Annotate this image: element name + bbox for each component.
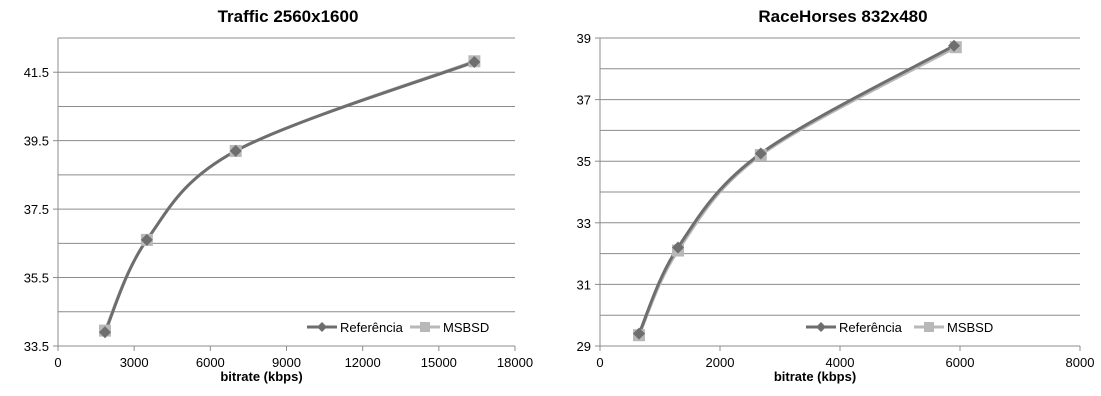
legend-marker-referencia — [317, 322, 327, 332]
data-point-referencia — [468, 55, 481, 68]
racehorses-chart-panel: RaceHorses 832x480 29 31 33 35 37 39 0 2000 4000 6… — [546, 0, 1101, 396]
y-tick-label: 29 — [577, 339, 591, 354]
x-tick-label: 18000 — [497, 355, 533, 370]
x-tick-label: 9000 — [272, 355, 301, 370]
traffic-chart: Traffic 2560x1600 33.5 35.5 37.5 39.5 41.5 0 30… — [24, 7, 533, 384]
y-tick-label: 37 — [577, 93, 591, 108]
data-point-referencia — [229, 144, 242, 157]
x-axis-title: bitrate (kbps) — [220, 369, 302, 384]
data-point-referencia — [633, 327, 645, 340]
y-tick-label: 35 — [577, 154, 591, 169]
y-tick-label: 39.5 — [24, 134, 49, 149]
y-tick-label: 37.5 — [24, 202, 49, 217]
racehorses-chart: RaceHorses 832x480 29 31 33 35 37 39 0 2000 4000 6… — [577, 7, 1095, 384]
series-line-msbsd — [637, 45, 957, 336]
legend-label-msbsd: MSBSD — [947, 320, 993, 335]
y-tick-label: 39 — [577, 31, 591, 46]
x-tick-label: 0 — [596, 355, 603, 370]
legend-label-referencia: Referência — [340, 320, 404, 335]
legend-marker-msbsd — [420, 322, 430, 332]
y-tick-label: 31 — [577, 277, 591, 292]
chart-title: RaceHorses 832x480 — [758, 7, 927, 26]
x-tick-label: 4000 — [826, 355, 855, 370]
data-point-referencia — [948, 39, 960, 52]
series-line-referencia — [103, 60, 475, 333]
chart-title: Traffic 2560x1600 — [218, 7, 359, 26]
legend-marker-msbsd — [924, 322, 934, 332]
y-tick-label: 33 — [577, 216, 591, 231]
y-tick-label: 35.5 — [24, 271, 49, 286]
x-tick-label: 6000 — [946, 355, 975, 370]
x-tick-label: 2000 — [706, 355, 735, 370]
series-line-referencia — [637, 44, 955, 335]
x-tick-label: 8000 — [1066, 355, 1095, 370]
legend-label-referencia: Referência — [839, 320, 903, 335]
x-tick-label: 6000 — [196, 355, 225, 370]
traffic-chart-panel: Traffic 2560x1600 33.5 35.5 37.5 39.5 41.5 0 30… — [0, 0, 546, 396]
y-tick-label: 41.5 — [24, 65, 49, 80]
data-point-referencia — [672, 241, 684, 254]
data-point-referencia — [140, 233, 153, 246]
legend-marker-referencia — [816, 322, 826, 332]
y-tick-label: 33.5 — [24, 339, 49, 354]
x-axis-title: bitrate (kbps) — [774, 369, 856, 384]
x-tick-label: 0 — [54, 355, 61, 370]
x-tick-label: 3000 — [120, 355, 149, 370]
x-tick-label: 15000 — [421, 355, 457, 370]
data-point-referencia — [98, 326, 111, 339]
series-line-msbsd — [103, 59, 475, 332]
legend-label-msbsd: MSBSD — [443, 320, 489, 335]
x-tick-label: 12000 — [345, 355, 381, 370]
data-point-referencia — [754, 147, 767, 160]
